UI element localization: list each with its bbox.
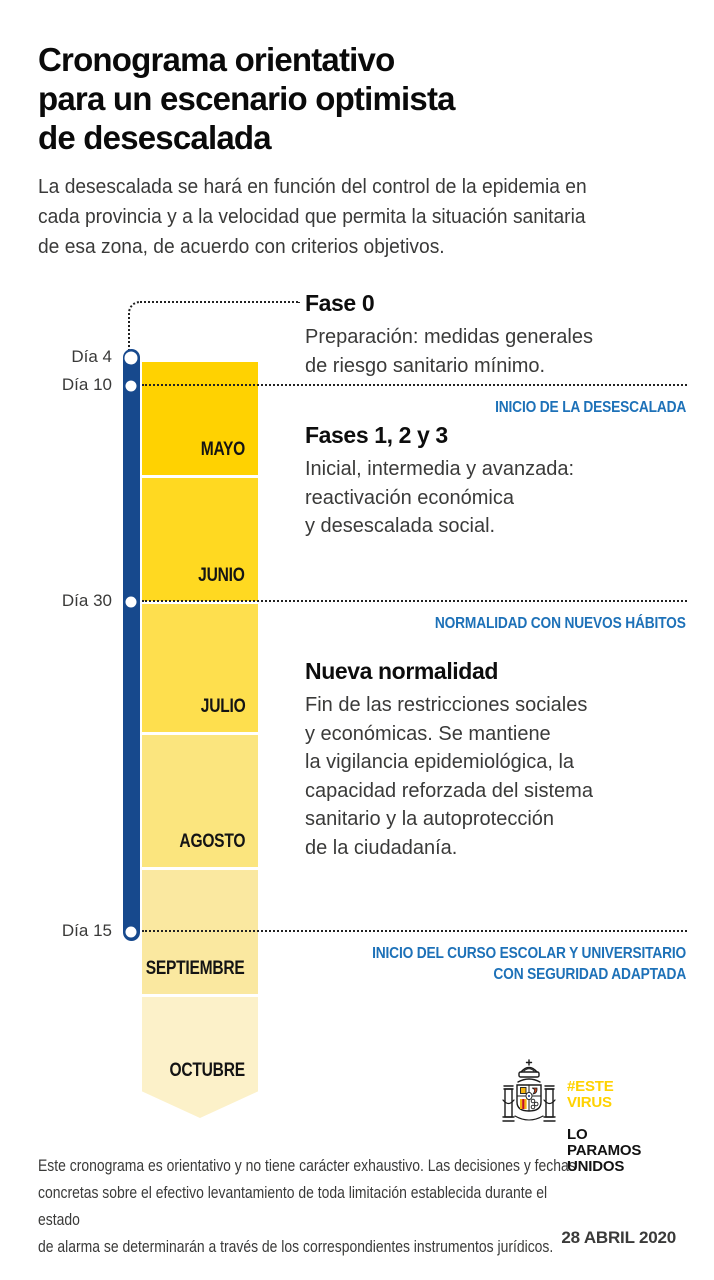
month-block-agosto: AGOSTO (142, 735, 258, 867)
phase-title: Fases 1, 2 y 3 (305, 422, 448, 448)
page-title: Cronograma orientativo para un escenario… (38, 41, 456, 156)
phase-fases-1-2-3: Fases 1, 2 y 3 Inicial, intermedia y ava… (305, 422, 574, 541)
milestone-dotted-line (142, 930, 687, 932)
phase-body: Inicial, intermedia y avanzada: reactiva… (305, 458, 575, 537)
month-label: OCTUBRE (169, 1060, 246, 1081)
branding: #ESTE VIRUS LO PARAMOS UNIDOS (501, 1058, 641, 1191)
month-block-mayo: MAYO (142, 362, 258, 475)
phase-title: Fase 0 (305, 290, 375, 316)
phase-body: Fin de las restricciones sociales y econ… (305, 694, 593, 859)
milestone-annotation: INICIO DEL CURSO ESCOLAR Y UNIVERSITARIO… (372, 945, 686, 983)
phase-body: Preparación: medidas generales de riesgo… (305, 326, 593, 377)
hashtag-yellow-lines: #ESTE VIRUS (567, 1078, 614, 1111)
day-label: Día 10 (61, 375, 112, 394)
milestone-dotted-line (142, 384, 687, 386)
phase-nueva-normalidad: Nueva normalidad Fin de las restriccione… (305, 658, 593, 862)
phase-title: Nueva normalidad (305, 658, 498, 684)
day-label: Día 30 (61, 591, 112, 610)
intro-paragraph: La desescalada se hará en función del co… (38, 176, 587, 258)
publication-date: 28 ABRIL 2020 (561, 1228, 676, 1247)
milestone-dotted-line (142, 600, 687, 602)
disclaimer-text: Este cronograma es orientativo y no tien… (38, 1156, 576, 1256)
day-label: Día 4 (71, 347, 112, 366)
milestone-annotation: INICIO DE LA DESESCALADA (494, 399, 686, 416)
milestone-annotation: NORMALIDAD CON NUEVOS HÁBITOS (435, 615, 686, 632)
day-label: Día 15 (61, 921, 112, 940)
month-label: JUNIO (198, 565, 246, 586)
timeline-bar (123, 349, 140, 941)
month-block-junio: JUNIO (142, 478, 258, 601)
month-block-septiembre: SEPTIEMBRE (142, 870, 258, 994)
month-block-julio: JULIO (142, 604, 258, 732)
month-label: SEPTIEMBRE (146, 958, 245, 979)
spain-coat-of-arms-icon (502, 1059, 556, 1122)
month-label: AGOSTO (179, 831, 245, 852)
month-block-octubre: OCTUBRE (142, 997, 258, 1118)
campaign-hashtag: #ESTE VIRUS LO PARAMOS UNIDOS (567, 1063, 641, 1191)
hashtag-black-lines: LO PARAMOS UNIDOS (567, 1126, 642, 1175)
phase-fase-0: Fase 0 Preparación: medidas generales de… (305, 290, 593, 380)
fase0-connector-line (128, 301, 300, 357)
month-label: JULIO (200, 696, 245, 717)
month-label: MAYO (200, 439, 246, 460)
